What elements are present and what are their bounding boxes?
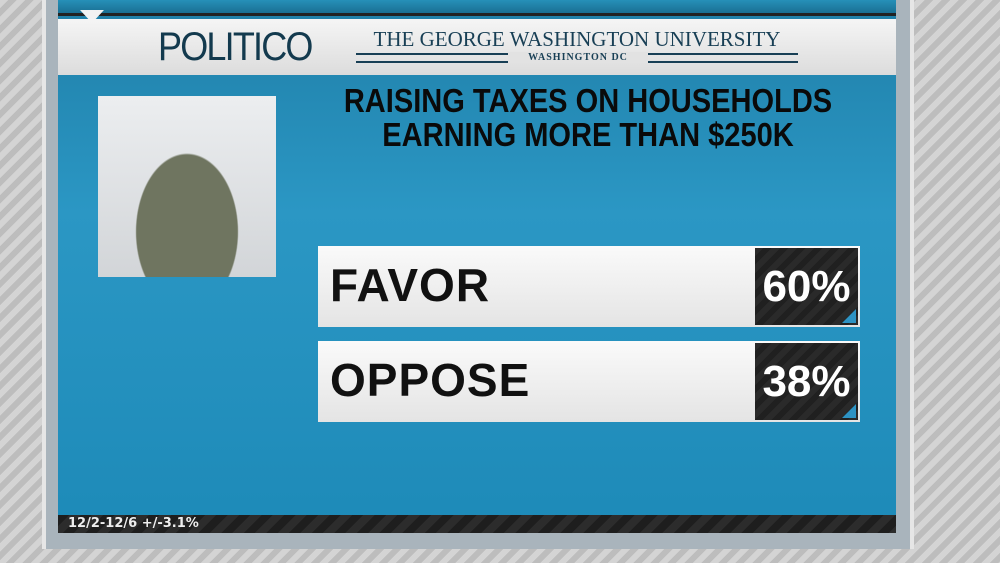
gwu-logo-sub: WASHINGTON DC <box>508 52 648 63</box>
footer-bar: 12/2-12/6 +/-3.1% <box>58 515 896 533</box>
politico-logo: POLITICO <box>158 25 313 69</box>
result-label: OPPOSE <box>330 354 531 406</box>
poll-question: RAISING TAXES ON HOUSEHOLDS EARNING MORE… <box>324 84 852 152</box>
money-pile-image <box>98 96 276 277</box>
result-row-favor: FAVOR 60% <box>318 246 860 327</box>
result-value: 38% <box>755 343 858 420</box>
poll-dates-margin: 12/2-12/6 +/-3.1% <box>68 516 199 531</box>
gwu-logo: THE GEORGE WASHINGTON UNIVERSITY <box>373 27 781 51</box>
top-bar <box>58 0 896 16</box>
graphic-screen: POLITICO THE GEORGE WASHINGTON UNIVERSIT… <box>58 0 896 532</box>
poll-question-line2: EARNING MORE THAN $250K <box>382 116 794 153</box>
result-row-oppose: OPPOSE 38% <box>318 341 860 422</box>
header-band: POLITICO THE GEORGE WASHINGTON UNIVERSIT… <box>58 19 896 75</box>
result-label: FAVOR <box>330 259 491 311</box>
poll-question-line1: RAISING TAXES ON HOUSEHOLDS <box>343 82 833 119</box>
result-value: 60% <box>755 248 858 325</box>
